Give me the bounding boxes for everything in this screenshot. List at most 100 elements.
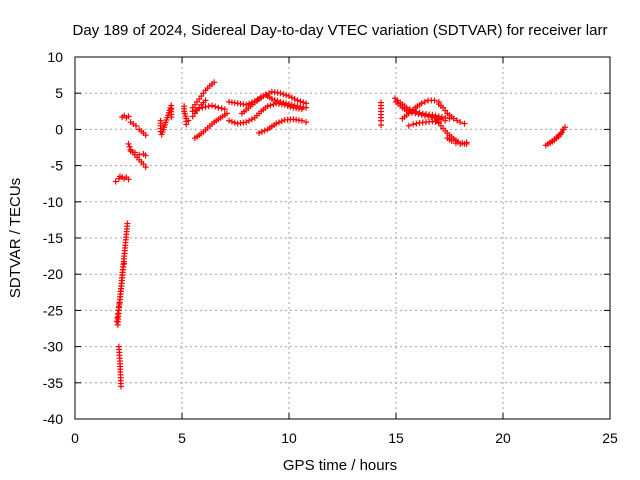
data-point [280,91,287,98]
data-point [131,149,138,156]
data-point [218,105,225,112]
data-point [126,143,133,150]
data-point [185,117,192,124]
data-point [121,260,128,267]
data-point [286,101,292,108]
data-points [112,79,569,390]
y-tick-label: -35 [43,375,63,391]
y-tick-label: -40 [43,411,63,427]
y-tick-label: -25 [43,302,63,318]
data-point [303,119,310,126]
y-tick-label: -20 [43,266,63,282]
data-point [291,95,298,102]
y-tick-label: -30 [43,339,63,355]
data-point [271,96,278,103]
data-point [124,220,131,227]
data-point [243,119,250,126]
data-point [246,117,253,124]
y-tick-label: -10 [43,194,63,210]
data-point [280,99,287,106]
data-point [277,98,284,105]
data-point [192,106,199,113]
data-point [226,117,233,124]
grid-lines [75,57,610,419]
data-point [378,122,385,129]
data-point [450,115,457,122]
y-tick-label: 0 [55,121,63,137]
data-point [273,120,280,127]
data-point [248,116,255,123]
data-point [136,151,143,158]
data-point [557,130,564,137]
data-point [142,152,149,159]
y-tick-label: -5 [51,158,64,174]
data-point [221,106,228,113]
data-point [413,120,420,127]
data-point [283,100,290,107]
data-point [277,90,284,97]
data-point [261,127,268,134]
data-point [461,120,468,127]
data-point [267,102,274,109]
data-point [202,103,209,110]
data-point [559,126,566,133]
data-point [297,98,304,105]
data-point [452,140,459,147]
data-point [421,112,428,119]
data-point [442,117,449,124]
data-point [463,139,470,146]
data-point [448,137,455,144]
data-point [294,97,301,104]
data-point [132,122,139,129]
data-point [125,140,132,147]
data-point [274,97,281,104]
data-point [412,110,419,117]
data-point [120,263,127,270]
data-point [208,102,215,109]
data-point [125,176,132,183]
data-point [431,97,438,104]
data-point [118,383,125,390]
data-point [425,113,432,120]
y-tick-label: 5 [55,85,63,101]
x-tick-label: 10 [281,430,297,446]
data-point [205,103,212,110]
data-point [270,101,277,108]
data-point [283,92,290,99]
data-point [183,121,190,128]
data-point [288,94,295,101]
data-point [266,90,273,97]
y-tick-label: 10 [47,49,63,65]
data-point [276,119,283,126]
data-point [418,111,425,118]
data-point [256,130,263,137]
data-point [215,104,222,111]
data-point [288,101,295,108]
data-point [421,98,428,105]
data-point [211,79,218,86]
x-tick-label: 5 [178,430,186,446]
data-point [243,101,250,108]
data-point [228,118,235,125]
data-point [405,122,412,129]
x-tick-label: 20 [495,430,511,446]
data-point [212,103,219,110]
data-point [415,111,422,118]
data-point [286,93,292,100]
axis-ticks: 0 5 10 15 20 25 10 5 0 -5 -10 -15 -20 -25 -30 -35 -40 [43,49,618,446]
data-point [428,114,435,121]
x-tick-label: 25 [602,430,618,446]
data-point [142,164,149,171]
y-tick-label: -15 [43,230,63,246]
x-axis-label: GPS time / hours [283,457,397,474]
x-tick-label: 0 [71,430,79,446]
data-point [291,102,298,109]
chart-title: Day 189 of 2024, Sidereal Day-to-day VTE… [73,22,608,39]
data-point [231,119,238,126]
data-point [112,178,119,185]
data-point [202,97,209,104]
data-point [127,148,134,155]
data-point [298,117,305,124]
data-point [303,104,310,111]
